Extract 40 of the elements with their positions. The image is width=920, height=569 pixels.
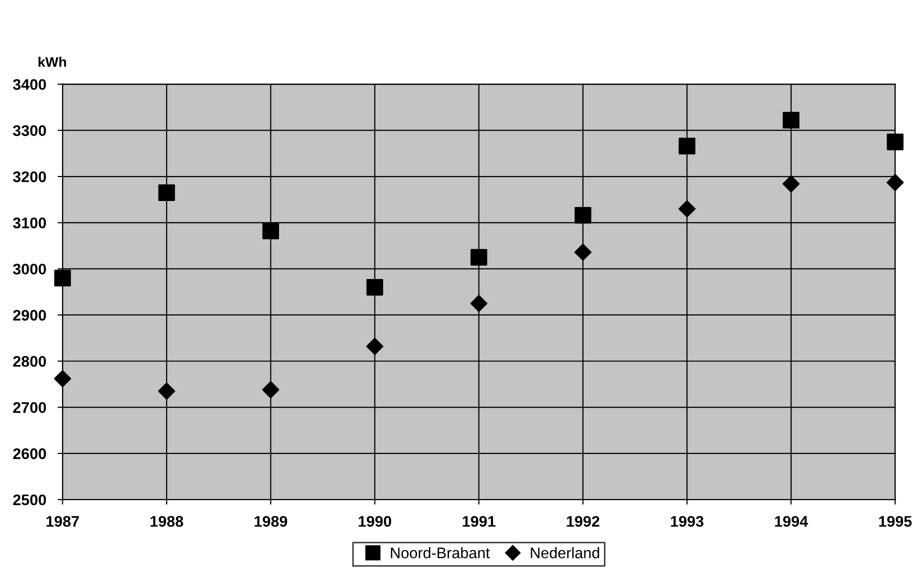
legend-label: Noord-Brabant [390, 547, 490, 558]
y-tick-label: 3200 [12, 171, 46, 182]
point [574, 206, 592, 224]
point [470, 248, 488, 266]
point [262, 381, 280, 398]
y-tick-label: 2900 [13, 310, 46, 321]
y-tick-label: 2600 [13, 448, 46, 460]
point [678, 138, 696, 154]
point [678, 200, 696, 218]
point [886, 134, 904, 150]
y-tick-label: 2500 [13, 494, 46, 506]
legend-label: Nederland [530, 547, 600, 558]
point [366, 338, 384, 355]
point [54, 370, 72, 388]
x-tick-label: 1990 [358, 516, 392, 527]
x-tick-label: 1988 [150, 516, 184, 527]
point [886, 174, 904, 192]
point [366, 278, 384, 296]
x-tick-label: 1992 [566, 516, 600, 527]
point [782, 175, 800, 192]
y-tick-label: 2700 [13, 402, 46, 413]
point [262, 222, 280, 240]
y-tick-label: 3300 [12, 125, 46, 136]
x-tick-label: 1987 [46, 516, 79, 527]
y-axis-title: kWh [38, 56, 66, 67]
point [158, 184, 175, 202]
x-tick-label: 1991 [462, 516, 496, 527]
point [54, 270, 71, 286]
y-tick-label: 3000 [12, 264, 46, 275]
y-tick-label: 3100 [12, 218, 46, 228]
y-tick-label: 3400 [12, 79, 46, 90]
x-tick-label: 1995 [879, 516, 912, 527]
point [782, 112, 800, 129]
point [158, 382, 176, 400]
x-tick-label: 1993 [670, 516, 704, 527]
x-tick-label: 1989 [254, 516, 288, 527]
y-tick-label: 2800 [13, 356, 46, 367]
x-tick-label: 1994 [775, 516, 808, 527]
point [574, 244, 592, 261]
point [470, 294, 488, 312]
